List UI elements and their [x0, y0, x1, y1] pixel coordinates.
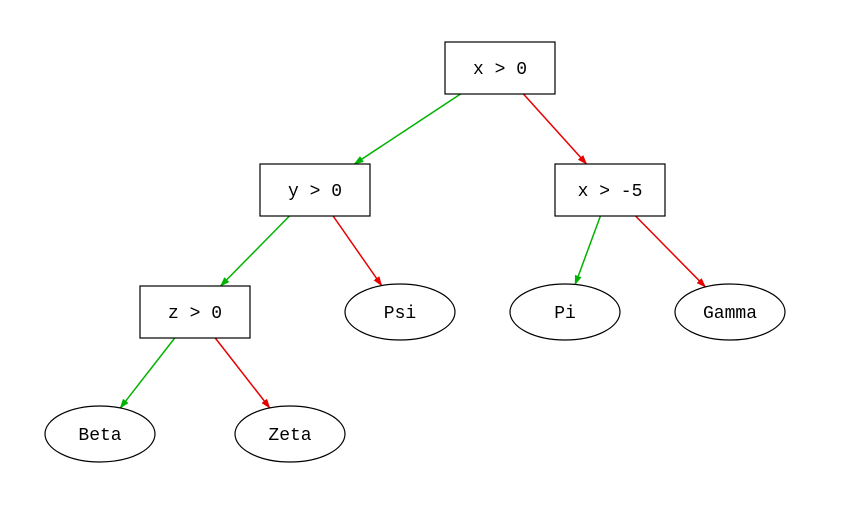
node-psi: Psi — [345, 284, 455, 340]
node-zeta-label: Zeta — [268, 426, 311, 446]
node-beta-label: Beta — [78, 426, 121, 446]
node-beta: Beta — [45, 406, 155, 462]
node-zeta: Zeta — [235, 406, 345, 462]
node-n_y-label: y > 0 — [288, 182, 342, 202]
node-n_x5: x > -5 — [555, 164, 665, 216]
node-root: x > 0 — [445, 42, 555, 94]
node-n_z-label: z > 0 — [168, 304, 222, 324]
node-n_x5-label: x > -5 — [578, 182, 643, 202]
node-pi-label: Pi — [554, 304, 576, 324]
node-gamma-label: Gamma — [703, 304, 757, 324]
node-psi-label: Psi — [384, 304, 416, 324]
node-pi: Pi — [510, 284, 620, 340]
decision-tree-diagram: x > 0 y > 0 x > -5 z > 0 Psi Pi Gamma Beta Zeta — [0, 0, 848, 516]
node-root-label: x > 0 — [473, 60, 527, 80]
node-gamma: Gamma — [675, 284, 785, 340]
node-n_z: z > 0 — [140, 286, 250, 338]
node-n_y: y > 0 — [260, 164, 370, 216]
